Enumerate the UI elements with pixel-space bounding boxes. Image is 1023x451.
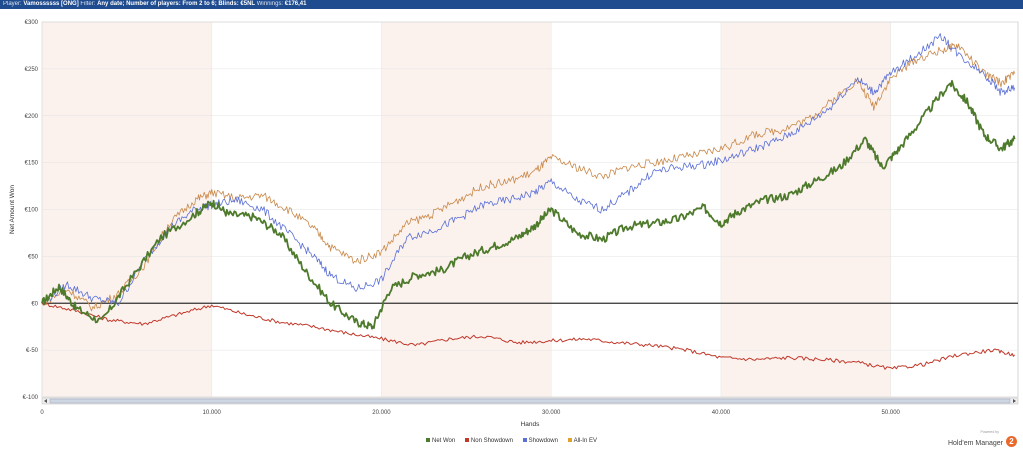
- y-tick-label: €100: [25, 208, 39, 214]
- winnings-value: €176,41: [284, 1, 307, 7]
- legend-item-non-showdown[interactable]: Non Showdown: [464, 438, 513, 444]
- series-line-all-in-ev: [41, 42, 1015, 312]
- powered-by-text: Powered by: [980, 430, 999, 434]
- legend-item-all-in-ev[interactable]: All-In EV: [567, 438, 597, 444]
- hm2-logo: 2: [1006, 436, 1017, 447]
- x-tick-label: 50.000: [882, 410, 901, 416]
- x-tick-label: 0: [40, 410, 44, 416]
- legend-label: Non Showdown: [470, 438, 513, 444]
- player-label: Player:: [3, 1, 22, 7]
- x-tick-label: 20.000: [372, 410, 391, 416]
- filter-label: Filter:: [80, 1, 96, 7]
- legend-label: Net Won: [432, 438, 456, 444]
- brand-logo-area: Powered by Hold'em Manager 2: [947, 430, 1017, 447]
- player-name: Vamossssss [ONG]: [23, 1, 79, 7]
- y-tick-label: €250: [25, 67, 39, 73]
- legend-label: Showdown: [528, 438, 558, 444]
- y-tick-label: €50: [28, 254, 39, 260]
- legend-label: All-In EV: [573, 438, 597, 444]
- legend-item-net-won[interactable]: Net Won: [426, 438, 455, 444]
- x-axis-title: Hands: [521, 421, 541, 428]
- series-line-non-showdown: [41, 302, 1015, 370]
- y-tick-label: €200: [25, 114, 39, 120]
- winnings-label: Winnings:: [256, 1, 284, 7]
- y-tick-label: €0: [31, 301, 38, 307]
- scroll-right-arrow: [1013, 399, 1016, 403]
- scroll-left-arrow: [44, 399, 47, 403]
- y-tick-label: €-100: [23, 395, 39, 401]
- filter-text: Any date; Number of players: From 2 to 6…: [97, 1, 256, 7]
- x-tick-label: 30.000: [542, 410, 561, 416]
- filter-bar: Player: Vamossssss [ONG] Filter: Any dat…: [0, 0, 1023, 9]
- scrollbar-thumb: [49, 398, 1011, 404]
- y-axis-title: Net Amount Won: [9, 185, 16, 234]
- y-tick-label: €300: [25, 20, 39, 26]
- winnings-chart: €-100 €-50 €0 €50 €100 €150 €200 €250 €300 0 10.00…: [9, 20, 1019, 428]
- y-tick-label: €150: [25, 161, 39, 167]
- series-line-showdown: [41, 33, 1015, 306]
- x-tick-label: 10.000: [203, 410, 222, 416]
- x-tick-label: 40.000: [712, 410, 731, 416]
- brand-name: Hold'em Manager: [947, 440, 1003, 447]
- legend-item-showdown[interactable]: Showdown: [522, 438, 558, 444]
- y-tick-label: €-50: [26, 348, 39, 354]
- series-line-net-won: [41, 79, 1016, 330]
- chart-legend: Net Won Non Showdown Showdown All-In EV: [0, 438, 1023, 444]
